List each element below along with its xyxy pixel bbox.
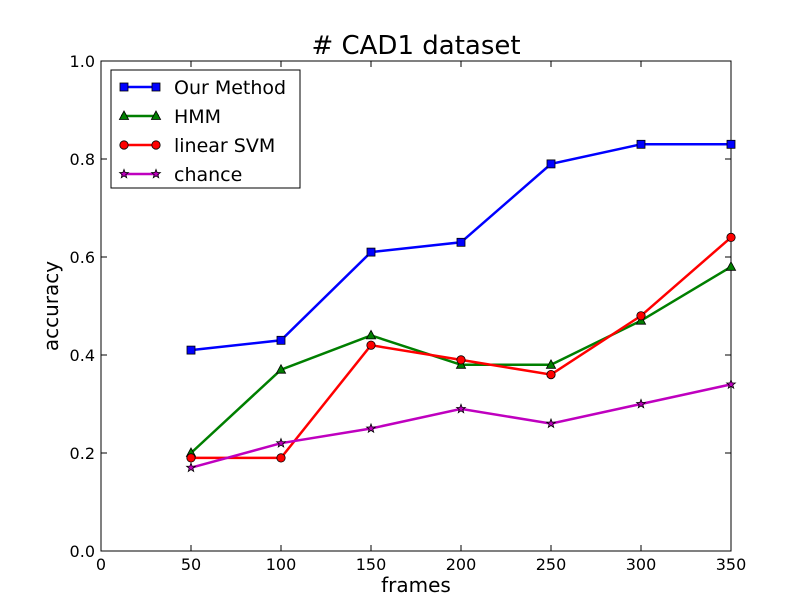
data-point — [186, 345, 196, 355]
legend-label: Our Method — [174, 77, 286, 99]
legend: Our Method HMM linear SVM chance — [110, 69, 301, 189]
chart-title: # CAD1 dataset — [311, 31, 520, 61]
data-point — [366, 340, 376, 350]
series-line — [190, 383, 732, 469]
plot-area: 0 50 100 150 200 250 300 350 0.0 0.2 0.4 0.6 0.8 1.0 — [70, 52, 747, 574]
data-point — [275, 363, 287, 374]
data-point — [276, 453, 286, 463]
x-tick-label: 50 — [181, 555, 201, 574]
data-point — [365, 422, 377, 434]
y-tick-label: 1.0 — [70, 52, 95, 71]
y-tick-label: 0.4 — [70, 346, 95, 365]
legend-marker — [150, 168, 162, 179]
data-point — [725, 260, 737, 271]
y-axis-label: accuracy — [39, 261, 63, 351]
legend-marker — [118, 168, 130, 179]
x-tick-label: 300 — [626, 555, 657, 574]
data-point — [546, 159, 556, 169]
series-line — [191, 236, 732, 460]
data-point — [545, 358, 557, 369]
data-point — [186, 453, 196, 463]
legend-marker — [118, 110, 130, 120]
legend-box — [110, 69, 301, 189]
data-point — [185, 461, 197, 473]
legend-marker — [119, 140, 129, 150]
data-point — [726, 232, 736, 242]
data-point — [546, 369, 556, 380]
data-point — [456, 237, 466, 247]
data-point — [635, 398, 647, 409]
data-point — [275, 437, 287, 448]
data-point — [455, 403, 467, 414]
data-point — [726, 139, 736, 149]
data-point — [725, 378, 737, 390]
legend-label: chance — [174, 164, 242, 186]
legend-marker — [151, 140, 161, 150]
y-tick-label: 0.2 — [70, 444, 95, 463]
legend-marker — [151, 82, 161, 92]
data-point — [636, 139, 646, 149]
legend-marker — [119, 82, 129, 92]
y-tick-label: 0.8 — [70, 150, 95, 169]
data-point — [365, 329, 377, 340]
x-tick-label: 0 — [96, 555, 106, 574]
x-axis-label: frames — [381, 573, 451, 597]
x-tick-label: 250 — [536, 555, 567, 574]
legend-label: HMM — [174, 106, 221, 128]
legend-marker — [150, 110, 162, 120]
x-tick-label: 150 — [356, 555, 387, 574]
y-tick-label: 0.6 — [70, 248, 95, 267]
y-tick-label: 0.0 — [70, 542, 95, 561]
data-point — [545, 417, 557, 429]
x-tick-label: 200 — [446, 555, 477, 574]
x-tick-label: 100 — [266, 555, 297, 574]
data-point — [276, 335, 286, 345]
legend-label: linear SVM — [174, 135, 275, 157]
data-point — [456, 355, 466, 365]
axes-frame — [100, 60, 732, 552]
data-point — [366, 247, 376, 257]
x-tick-label: 350 — [716, 555, 747, 574]
data-point — [636, 311, 646, 321]
